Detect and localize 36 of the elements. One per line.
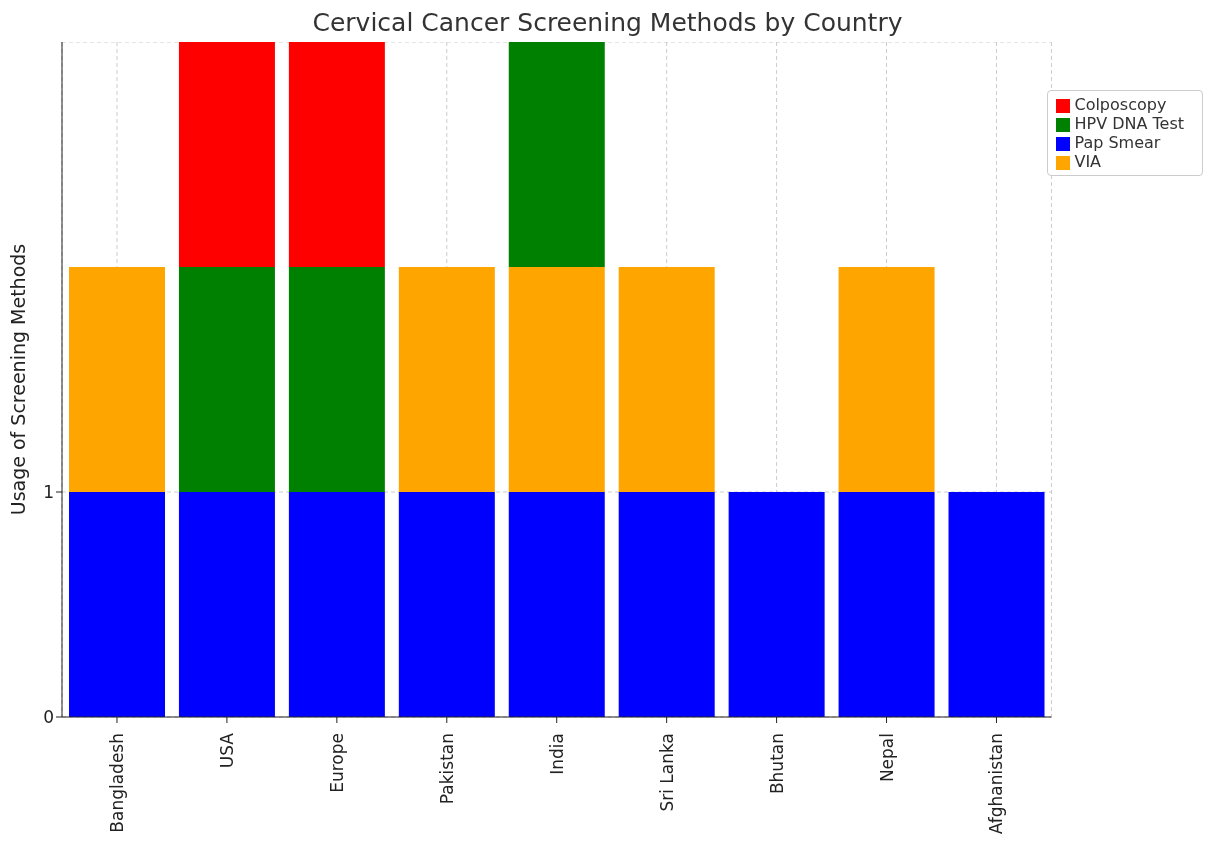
bar — [178, 42, 275, 267]
bar — [288, 42, 385, 267]
bar — [178, 267, 275, 492]
x-tick-label: Sri Lanka — [656, 733, 677, 812]
x-tick-label: Pakistan — [436, 733, 457, 805]
y-tick-label: 0 — [43, 707, 54, 728]
legend-label: Pap Smear — [1074, 133, 1161, 152]
bar — [728, 492, 825, 717]
bar — [288, 267, 385, 492]
bar — [398, 267, 495, 492]
legend-label: VIA — [1074, 152, 1102, 171]
y-axis-title: Usage of Screening Methods — [6, 243, 29, 516]
x-tick-label: Europe — [326, 733, 347, 793]
bar — [838, 267, 935, 492]
bar — [948, 492, 1045, 717]
bar — [508, 42, 605, 267]
bar — [288, 492, 385, 717]
bar — [69, 492, 165, 717]
bar — [618, 492, 715, 717]
bar — [618, 267, 715, 492]
bar — [178, 492, 275, 717]
bar — [398, 492, 495, 717]
bar — [508, 267, 605, 492]
legend-label: Colposcopy — [1074, 95, 1167, 114]
legend-label: HPV DNA Test — [1074, 114, 1184, 133]
bar — [838, 492, 935, 717]
chart-title: Cervical Cancer Screening Methods by Country — [311, 8, 904, 39]
bar — [508, 492, 605, 717]
x-tick-label: USA — [216, 732, 237, 769]
x-tick-label: India — [546, 733, 567, 775]
y-tick-label: 1 — [43, 482, 54, 503]
x-tick-label: Bangladesh — [106, 733, 127, 833]
x-tick-label: Afghanistan — [986, 733, 1007, 835]
bar — [69, 267, 165, 492]
x-tick-label: Bhutan — [766, 733, 787, 795]
x-tick-label: Nepal — [876, 733, 897, 783]
